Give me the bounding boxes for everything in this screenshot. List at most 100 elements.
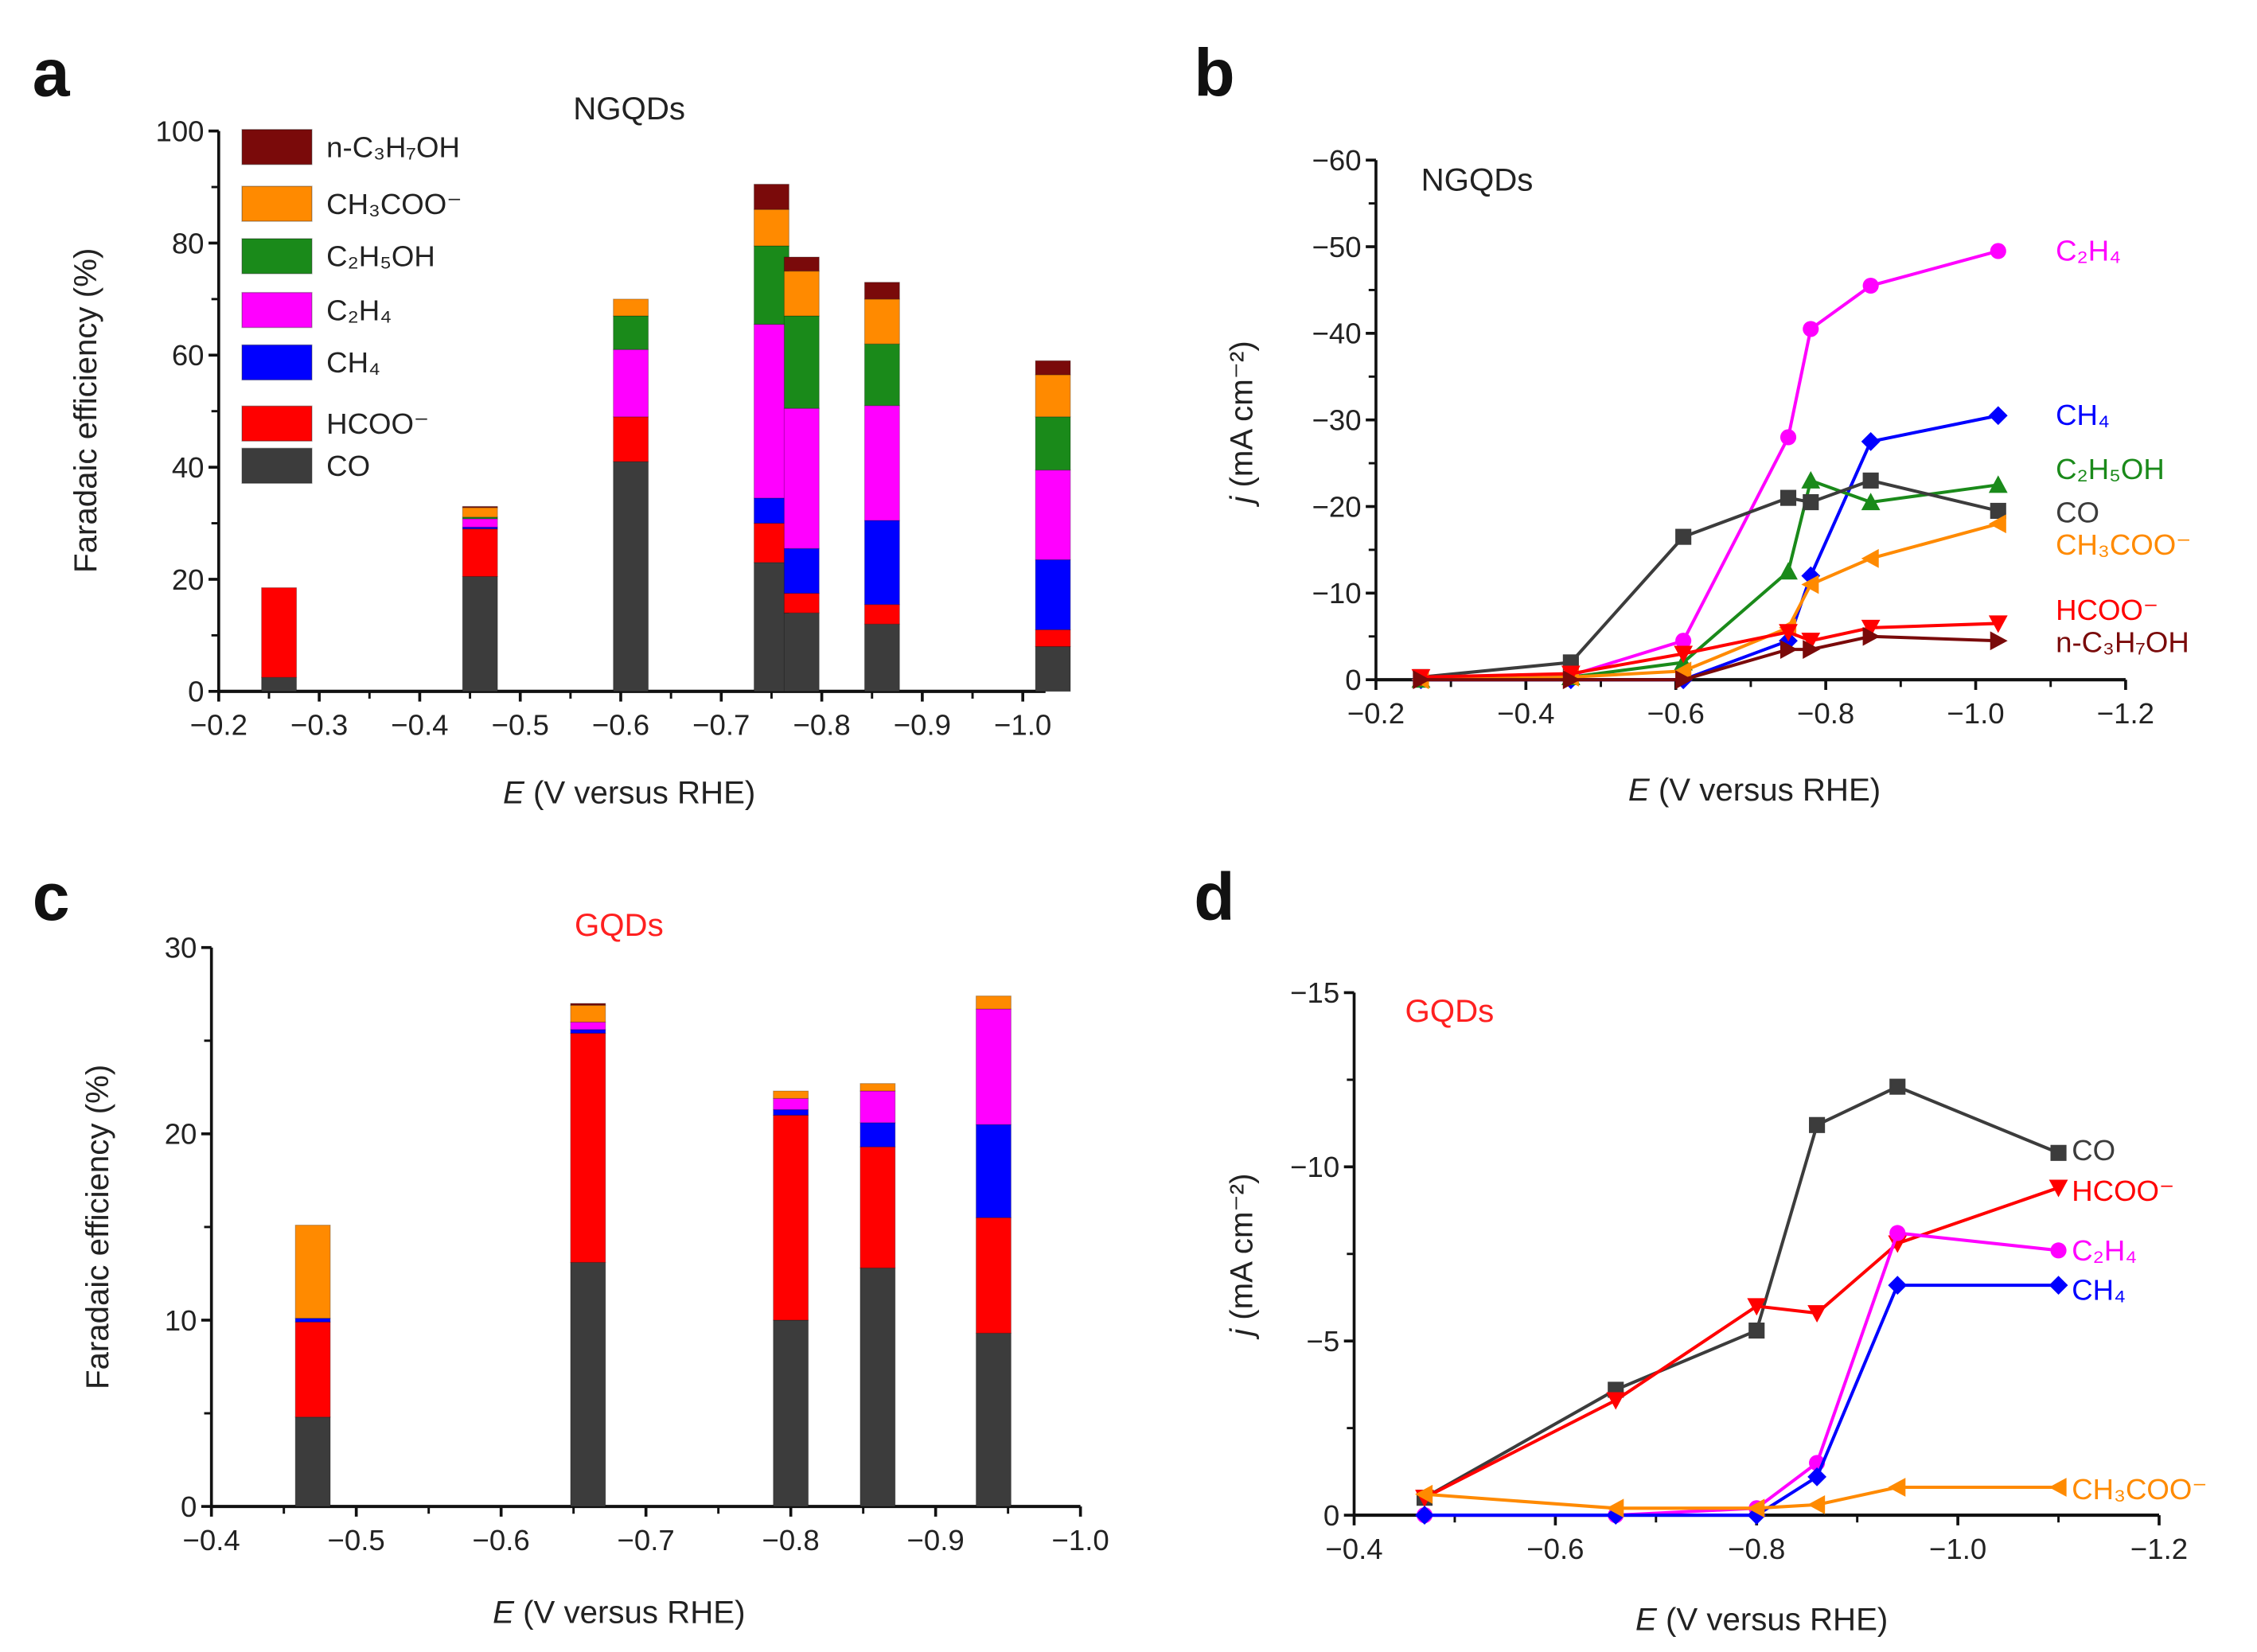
- series-hcoo: HCOO⁻: [1411, 594, 2158, 687]
- bar-segment-co: [753, 562, 789, 692]
- series-line: [1424, 1186, 2060, 1499]
- data-point-triangle-down: [1606, 1392, 1626, 1410]
- panel-b-xlabel: E (V versus RHE): [1628, 772, 1881, 808]
- y-tick-label: 20: [172, 563, 205, 596]
- bar-segment-c2h5oh: [753, 245, 789, 325]
- data-point-triangle-right: [1562, 670, 1581, 690]
- panel-a-plot: −0.2 −0.3 −0.4 −0.5 −0.6 −0.7 −0.8 −0.9 −1.0 0 20 4…: [156, 115, 1071, 742]
- x-tick-label: −1.0: [1929, 1533, 1986, 1565]
- x-tick-label: −0.4: [391, 709, 448, 742]
- xlabel-var: E: [493, 1594, 515, 1630]
- bar-segment-ch3coo: [462, 507, 498, 518]
- panel-c-title: GQDs: [575, 907, 664, 943]
- bar-segment-c2h4: [860, 1090, 896, 1124]
- bar-segment-ch4: [753, 497, 789, 524]
- data-point-triangle-left: [1415, 1484, 1433, 1504]
- data-point-triangle-left: [1747, 1498, 1765, 1518]
- bar-segment-hcoo: [1035, 629, 1071, 648]
- plots: −0.2 −0.3 −0.4 −0.5 −0.6 −0.7 −0.8 −0.9 −1.0 0 20 4…: [156, 115, 2208, 1565]
- y-tick-label: −5: [1306, 1325, 1339, 1358]
- panel-a-xlabel: E (V versus RHE): [503, 775, 755, 811]
- data-point-triangle-down: [1861, 619, 1881, 637]
- bar-segment-c2h4: [1035, 469, 1071, 560]
- series-ch4: CH₄: [1411, 399, 2110, 690]
- panel-c-xlabel: E (V versus RHE): [493, 1594, 745, 1630]
- panel-d-ylabel: j (mA cm⁻²): [1223, 1173, 1259, 1339]
- data-point-triangle-down: [2048, 1179, 2068, 1198]
- bar-segment-hcoo: [570, 1032, 606, 1263]
- bar-segment-c2h4: [863, 405, 900, 521]
- xlabel-var: E: [503, 775, 525, 811]
- bar-segment-ch4: [860, 1122, 896, 1147]
- series-label-c2h4: C₂H₄: [2056, 234, 2121, 267]
- data-point-triangle-left: [1807, 1495, 1826, 1514]
- data-point-diamond: [1807, 1467, 1826, 1486]
- data-point-triangle-left: [2048, 1478, 2067, 1497]
- ylabel-var: j: [1223, 1328, 1259, 1340]
- bar-segment-hcoo: [261, 586, 298, 678]
- bar-segment-ch3coo: [863, 298, 900, 345]
- y-tick-label: −60: [1312, 144, 1362, 177]
- x-tick-label: −0.8: [762, 1524, 820, 1557]
- data-point-triangle-up: [1801, 470, 1821, 489]
- y-tick-label: −50: [1312, 231, 1362, 263]
- panel-c-ylabel: Faradaic efficiency (%): [80, 1065, 115, 1389]
- bar-segment-co: [294, 1416, 331, 1507]
- x-tick-label: −0.4: [183, 1524, 240, 1557]
- bar-segment-ch4: [975, 1124, 1012, 1218]
- bar-segment-c2h4: [753, 324, 789, 499]
- bar-segment-ch4: [1035, 559, 1071, 630]
- ylabel-unit: (mA cm⁻²): [1223, 1173, 1259, 1328]
- data-point-triangle-left: [1674, 661, 1692, 681]
- bar-segment-hcoo: [975, 1217, 1012, 1334]
- series-label-ch4: CH₄: [2072, 1273, 2126, 1306]
- bar-segment-ch3coo: [1035, 374, 1071, 418]
- bar-segment-nc3h7oh: [783, 256, 820, 272]
- y-tick-label: 60: [172, 339, 205, 372]
- series-label-hcoo: HCOO⁻: [2056, 594, 2158, 626]
- series-label-c2h4: C₂H₄: [2072, 1234, 2137, 1267]
- bar-segment-ch3coo: [753, 208, 789, 247]
- bar-segment-hcoo: [753, 523, 789, 563]
- panel-a-ylabel: Faradaic efficiency (%): [68, 248, 103, 573]
- panel-letter-d: d: [1194, 859, 1234, 934]
- data-point-square: [1862, 472, 1879, 489]
- x-tick-label: −0.6: [592, 709, 649, 742]
- legend-item-co: CO: [241, 447, 370, 484]
- bar-segment-ch3coo: [613, 298, 649, 317]
- data-point-triangle-left: [1861, 548, 1879, 568]
- x-tick-label: −1.0: [1947, 697, 2004, 730]
- x-tick-label: −0.5: [492, 709, 549, 742]
- data-point-circle: [1889, 1225, 1906, 1241]
- bar-segment-hcoo: [773, 1114, 809, 1321]
- data-point-circle: [1803, 321, 1819, 337]
- data-point-circle: [1990, 243, 2006, 259]
- bar-segment-co: [783, 612, 820, 692]
- bar-segment-ch4: [863, 520, 900, 606]
- legend-swatch: [241, 129, 313, 166]
- data-point-square: [2050, 1144, 2067, 1161]
- legend-label: CH₃COO⁻: [326, 188, 462, 220]
- data-point-triangle-down: [1779, 624, 1798, 642]
- y-tick-label: −10: [1290, 1151, 1339, 1183]
- x-tick-label: −0.6: [1647, 697, 1705, 730]
- data-point-triangle-right: [1675, 670, 1694, 690]
- y-tick-label: 0: [1345, 664, 1361, 696]
- x-tick-label: −0.8: [1797, 697, 1854, 730]
- series-label-hcoo: HCOO⁻: [2072, 1175, 2174, 1207]
- legend-label: CH₄: [326, 346, 380, 379]
- y-tick-label: 40: [172, 451, 205, 484]
- data-point-diamond: [1988, 406, 2008, 426]
- xlabel-unit: (V versus RHE): [1657, 1602, 1889, 1638]
- series-hcoo: HCOO⁻: [1415, 1175, 2174, 1508]
- panel-c-plot: −0.4 −0.5 −0.6 −0.7 −0.8 −0.9 −1.0 0 10 20 30: [165, 932, 1109, 1557]
- x-tick-label: −1.2: [2130, 1533, 2188, 1565]
- bar-segment-co: [860, 1267, 896, 1507]
- data-point-circle: [2050, 1242, 2067, 1259]
- bar-segment-ch4: [783, 547, 820, 594]
- data-point-triangle-right: [1803, 640, 1821, 659]
- bar-segment-c2h5oh: [1035, 416, 1071, 471]
- bar-segment-co: [863, 623, 900, 692]
- legend-swatch: [241, 447, 313, 484]
- y-tick-label: 20: [165, 1118, 197, 1151]
